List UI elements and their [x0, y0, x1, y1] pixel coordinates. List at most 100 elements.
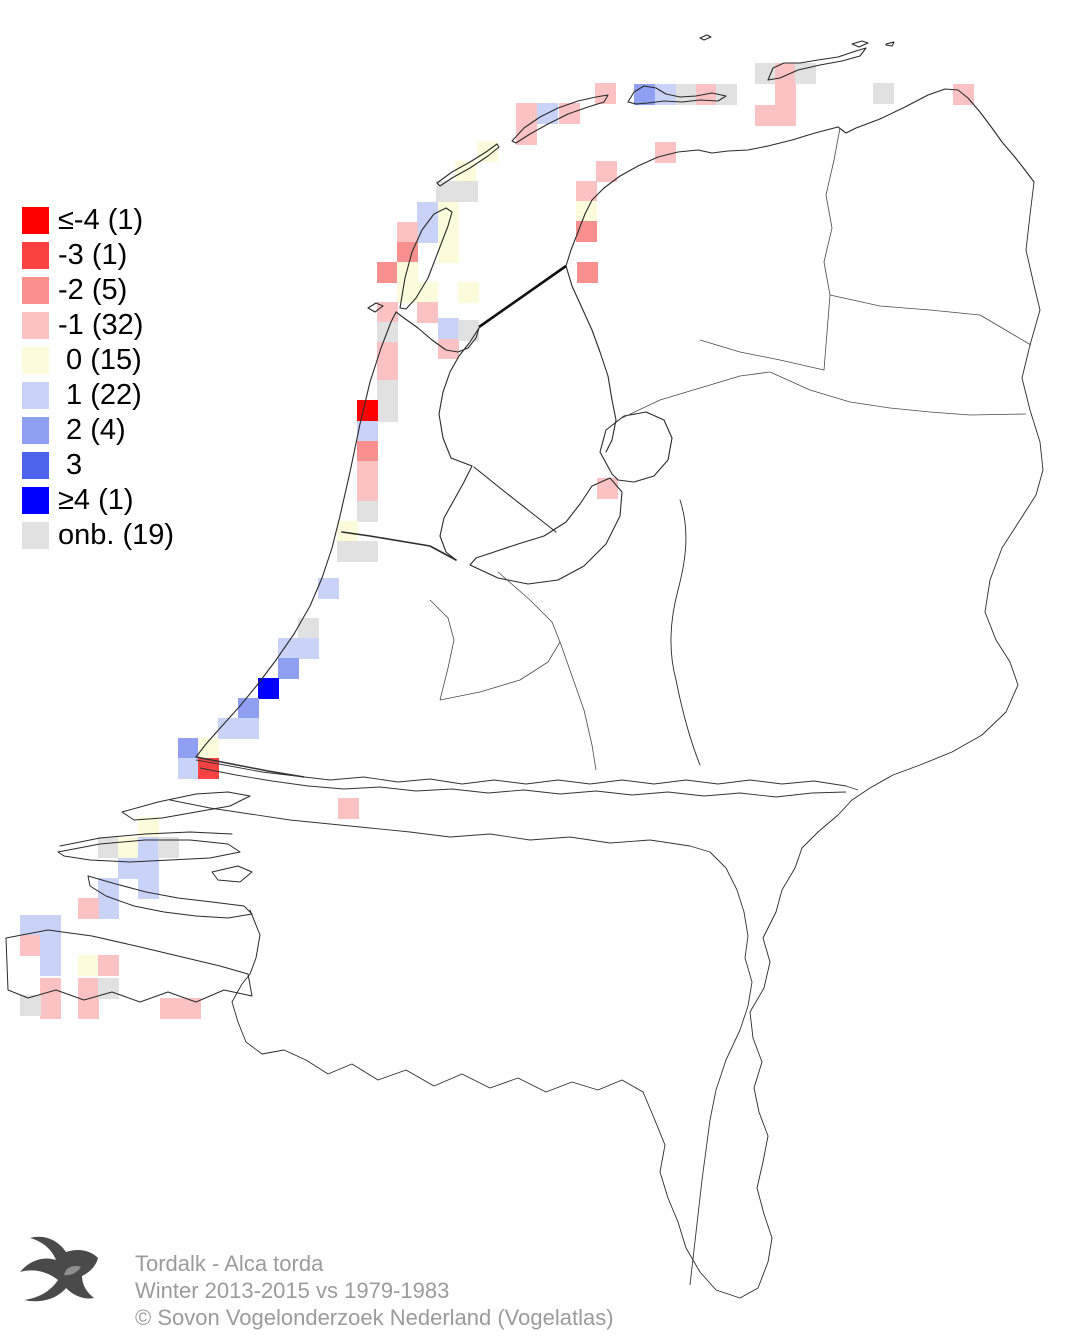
islet-2	[885, 41, 895, 47]
border-utrecht-zuidholland	[439, 641, 561, 701]
grid-cell-m1	[160, 998, 181, 1019]
polder-flevoland	[469, 477, 623, 585]
grid-cell-m1	[516, 124, 537, 145]
region-zeeuws-vlaanderen	[5, 929, 253, 1003]
grid-cell-m1	[357, 461, 378, 482]
border-utrecht-gelderland	[559, 641, 597, 771]
legend-label-plus-3: 3	[58, 449, 83, 481]
grid-cell-m1	[417, 302, 438, 323]
island-schouwen	[57, 839, 241, 863]
grid-cell-onb	[873, 83, 894, 104]
grid-cell-onb	[98, 837, 119, 858]
grid-cell-m1	[397, 222, 418, 243]
grid-cell-m1	[597, 478, 618, 499]
island-schiermonnikoog	[767, 47, 867, 81]
grid-cell-m1	[180, 998, 201, 1019]
grid-cell-z	[78, 955, 99, 976]
channel-grevelingen	[59, 831, 233, 847]
grid-cell-onb	[716, 84, 737, 105]
grid-cell-z	[138, 817, 159, 838]
grid-cell-z	[198, 738, 219, 759]
coastline-north-holland-top	[395, 311, 480, 353]
grid-cell-p1	[218, 718, 239, 739]
grid-cell-onb	[20, 995, 41, 1016]
grid-cell-onb	[676, 84, 697, 105]
island-goeree	[121, 791, 251, 821]
grid-cell-m2	[576, 221, 597, 242]
grid-cell-m1	[377, 342, 398, 363]
legend-label-ge-plus-4: ≥4 (1)	[58, 484, 134, 516]
grid-cell-p2	[238, 698, 259, 719]
grid-cell-m1	[78, 978, 99, 999]
border-groningen-drenthe	[829, 294, 1032, 346]
legend-row-minus-1: -1 (32)	[22, 308, 174, 343]
grid-cell-z	[438, 202, 459, 223]
caption-species: Tordalk - Alca torda	[135, 1251, 324, 1276]
legend-swatch-plus-2	[22, 417, 49, 444]
grid-cell-p1	[417, 222, 438, 243]
canal-noordzeekanaal	[341, 531, 457, 561]
legend-row-minus-2: -2 (5)	[22, 273, 174, 308]
grid-cell-onb	[357, 541, 378, 562]
grid-cell-p1	[278, 638, 299, 659]
grid-cell-p1	[20, 915, 41, 936]
legend-label-plus-2: 2 (4)	[58, 414, 126, 446]
legend-swatch-minus-3	[22, 242, 49, 269]
grid-cell-m1	[98, 955, 119, 976]
grid-cell-p4	[258, 678, 279, 699]
map-caption: Tordalk - Alca torda Winter 2013-2015 vs…	[135, 1252, 614, 1333]
swallow-icon	[20, 1236, 98, 1302]
grid-cell-m1	[576, 181, 597, 202]
river-maas-limburg	[689, 851, 753, 1286]
grid-cell-p1	[118, 858, 139, 879]
grid-cell-p2	[278, 658, 299, 679]
legend-row-plus-3: 3	[22, 448, 174, 483]
grid-cell-p1	[655, 84, 676, 105]
grid-cell-m1	[755, 105, 776, 126]
legend-label-minus-1: -1 (32)	[58, 309, 144, 341]
grid-cell-m1	[595, 83, 616, 104]
grid-cell-m1	[338, 798, 359, 819]
legend-swatch-plus-3	[22, 452, 49, 479]
legend-row-le-minus-4: ≤-4 (1)	[22, 203, 174, 238]
shore-ijsselmeer-west	[438, 327, 480, 561]
grid-cell-z	[438, 242, 459, 263]
grid-cell-p1	[178, 758, 199, 779]
border-drenthe-overijssel	[769, 371, 1027, 416]
grid-cell-m4	[357, 400, 378, 421]
legend-swatch-plus-1	[22, 382, 49, 409]
waterway-nieuwe-waterweg	[195, 756, 305, 778]
dike-afsluitdijk	[478, 264, 567, 329]
grid-cell-z	[458, 282, 479, 303]
legend-row-zero: 0 (15)	[22, 343, 174, 378]
grid-cell-p1	[40, 935, 61, 956]
grid-cell-m2	[377, 262, 398, 283]
legend-row-unknown: onb. (19)	[22, 518, 174, 553]
island-walcheren-beveland	[87, 875, 253, 919]
grid-cell-z	[397, 262, 418, 283]
border-noordholland-zuidholland	[429, 599, 455, 701]
grid-cell-z	[118, 837, 139, 858]
grid-cell-m1	[438, 338, 459, 359]
grid-cell-p1	[40, 915, 61, 936]
grid-cell-m1	[775, 105, 796, 126]
grid-cell-onb	[98, 978, 119, 999]
coast-brabant-west	[249, 909, 261, 975]
grid-cell-onb	[357, 501, 378, 522]
river-ijssel	[670, 499, 701, 766]
grid-cell-m2	[577, 262, 598, 283]
grid-cell-m1	[516, 103, 537, 124]
border-belgium	[231, 973, 644, 1093]
river-lek-waal-north	[195, 759, 859, 791]
grid-cell-m1	[20, 935, 41, 956]
grid-cell-m1	[78, 898, 99, 919]
grid-cell-p1	[138, 837, 159, 858]
coastline-north	[565, 88, 1035, 267]
grid-cell-onb	[158, 837, 179, 858]
grid-cell-onb	[457, 181, 478, 202]
border-friesland-overijssel	[621, 371, 771, 419]
legend-label-zero: 0 (15)	[58, 344, 142, 376]
islet-1	[851, 40, 869, 48]
